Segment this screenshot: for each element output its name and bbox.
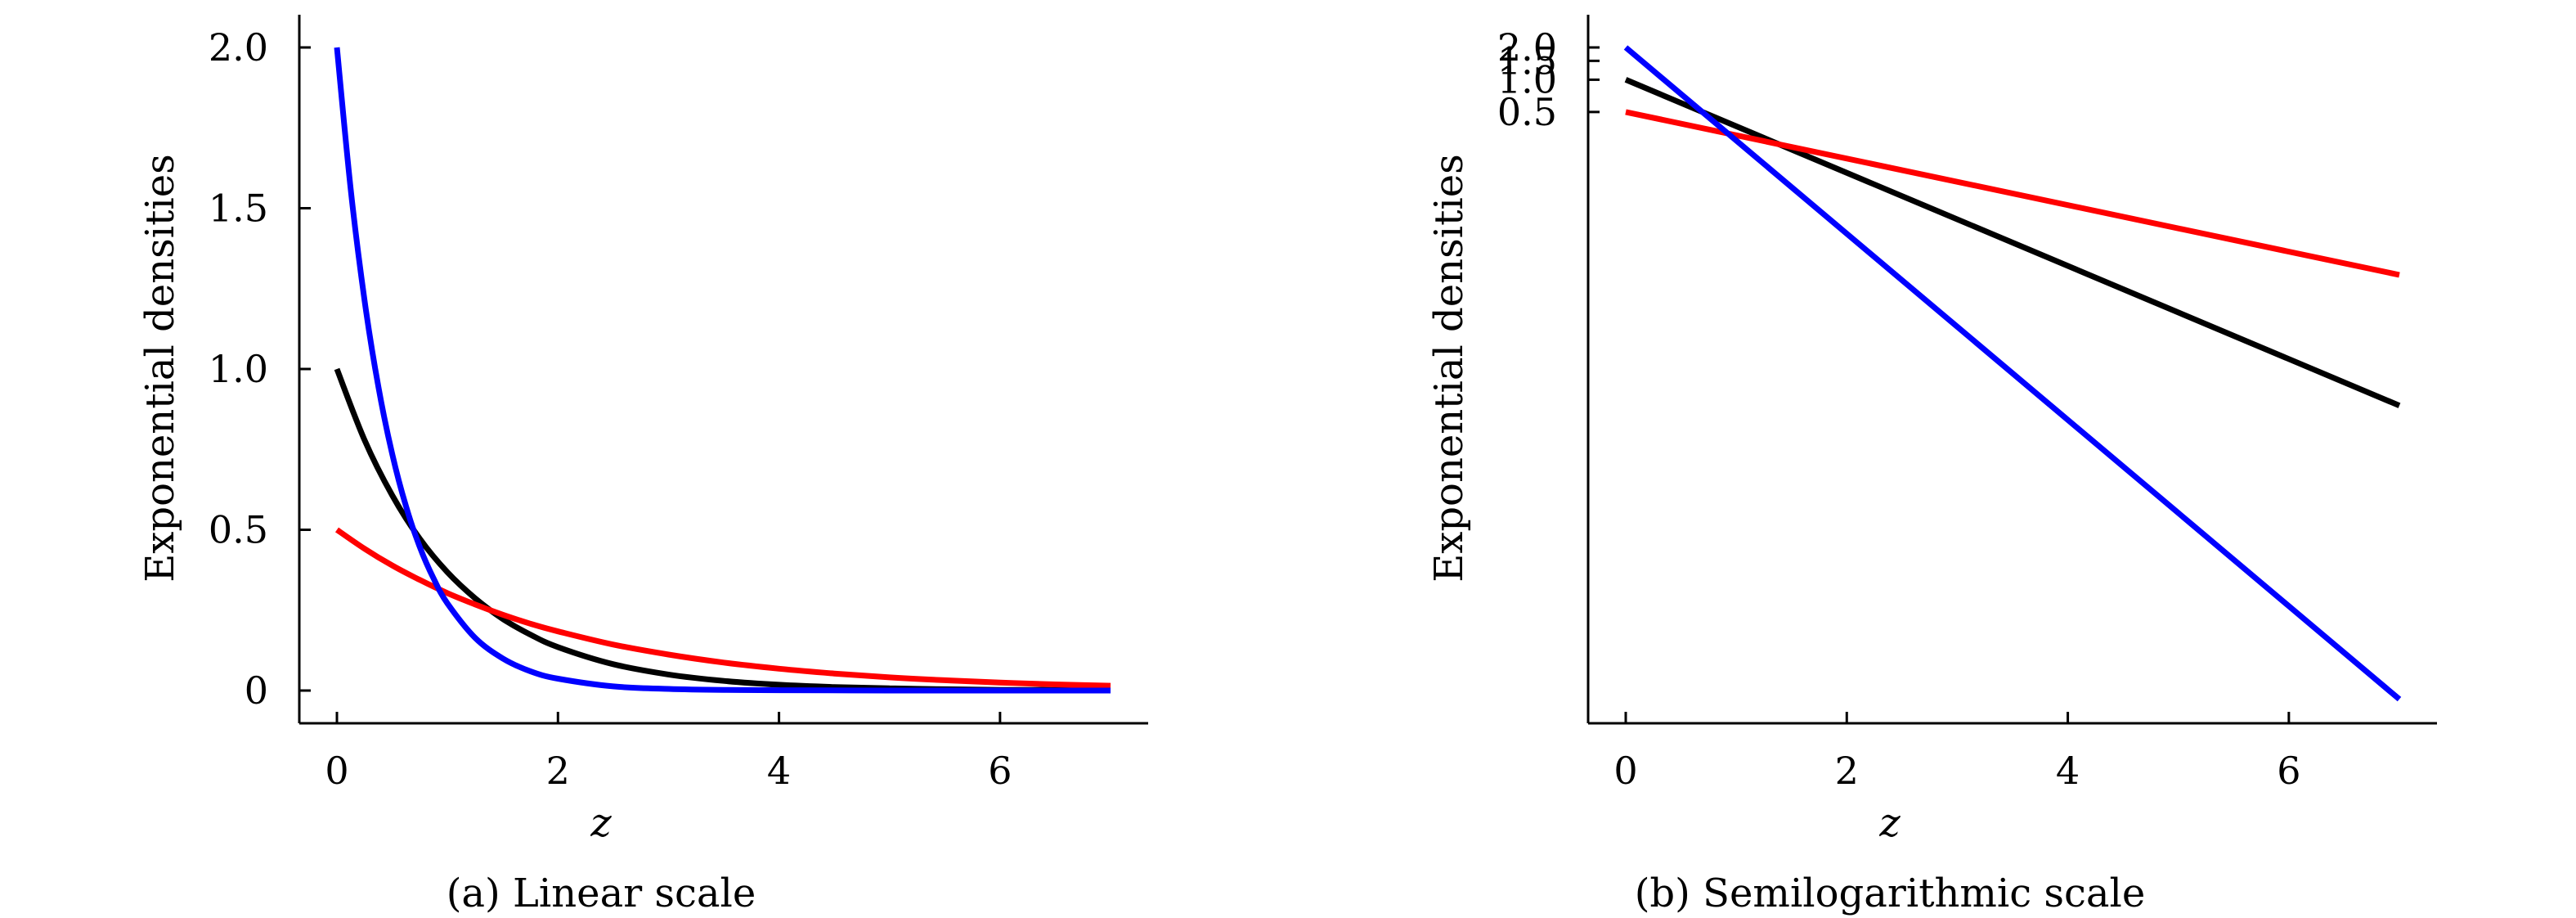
series-black-line [1624, 77, 2401, 408]
series-blue-line [334, 47, 1111, 694]
x-axis-label: z [590, 800, 612, 846]
y-axis-label: Exponential densities [137, 154, 183, 583]
y-tick-label: 2.0 [1497, 25, 1557, 70]
x-axis-label: z [1878, 800, 1901, 846]
panel-caption: (b) Semilogarithmic scale [1635, 871, 2146, 916]
series-blue-line [1623, 45, 2402, 702]
x-tick-label: 2 [546, 749, 570, 793]
series-red-line [334, 527, 1111, 689]
panel-linear-scale: 0 2 4 6 0 0.5 1.0 1.5 2.0 Exponential densities z (… [137, 15, 1148, 916]
panel-caption: (a) Linear scale [447, 871, 756, 916]
panel-semilog-scale: 0 2 4 6 0.51.01.52.0 Exponential densities z (b… [1426, 15, 2437, 916]
series-red-line [1625, 109, 2400, 278]
x-tick-label: 0 [325, 749, 348, 793]
x-tick-label: 0 [1613, 749, 1637, 793]
x-tick-label: 4 [2056, 749, 2080, 793]
x-tick-label: 4 [767, 749, 791, 793]
y-tick-label: 1.0 [1497, 57, 1557, 101]
x-tick-label: 6 [988, 749, 1012, 793]
y-tick-label: 0.5 [209, 508, 268, 552]
y-tick-label: 2.0 [209, 25, 268, 70]
y-tick-label: 0.5 [1497, 90, 1557, 134]
series-black-line [334, 367, 1111, 694]
y-tick-label: 1.5 [209, 187, 268, 231]
x-tick-label: 6 [2277, 749, 2300, 793]
y-tick-label: 1.5 [1497, 38, 1557, 83]
x-tick-label: 2 [1835, 749, 1859, 793]
y-tick-label: 1.0 [209, 347, 268, 391]
y-axis-label: Exponential densities [1426, 154, 1472, 583]
y-tick-label: 0 [245, 668, 268, 713]
